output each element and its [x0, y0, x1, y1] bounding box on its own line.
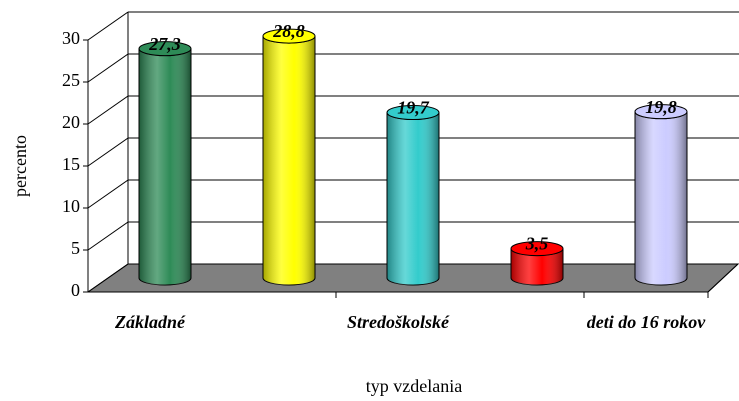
y-tick-label: 20 [62, 112, 80, 132]
bar-top [510, 241, 564, 257]
bar-top [262, 28, 316, 44]
y-tick-label: 0 [71, 280, 80, 300]
y-tick-label: 5 [71, 238, 80, 258]
y-tick-label: 25 [62, 70, 80, 90]
grid-line [87, 95, 129, 125]
x-tick-label: Stredoškolské [346, 312, 449, 332]
bar-top [138, 41, 192, 57]
floor-right [707, 263, 739, 293]
value-label: 27,3 [148, 34, 181, 54]
value-label: 19,7 [397, 98, 430, 118]
grid-line [87, 137, 129, 167]
x-axis-label: typ vzdelania [366, 376, 462, 396]
x-tick-label: deti do 16 rokov [586, 312, 706, 332]
bar-top [386, 105, 440, 121]
y-tick-label: 15 [62, 154, 80, 174]
bar-shade [635, 111, 687, 286]
bar-shade [387, 112, 439, 286]
y-tick-label: 10 [62, 196, 80, 216]
bar-top [634, 104, 688, 120]
bar-shade [511, 248, 563, 285]
grid-line [87, 11, 129, 41]
x-tick-label: Základné [115, 312, 185, 332]
value-label: 19,8 [645, 97, 677, 117]
bar-shade [263, 36, 315, 285]
grid-line [87, 53, 129, 83]
grid-line [87, 179, 129, 209]
grid-line [87, 221, 129, 251]
y-tick-label: 30 [62, 28, 80, 48]
grid-line [87, 263, 129, 293]
value-label: 3,5 [525, 234, 549, 254]
value-label: 28,8 [272, 21, 305, 41]
bar-shade [139, 48, 191, 286]
y-axis-label: percento [10, 135, 30, 197]
